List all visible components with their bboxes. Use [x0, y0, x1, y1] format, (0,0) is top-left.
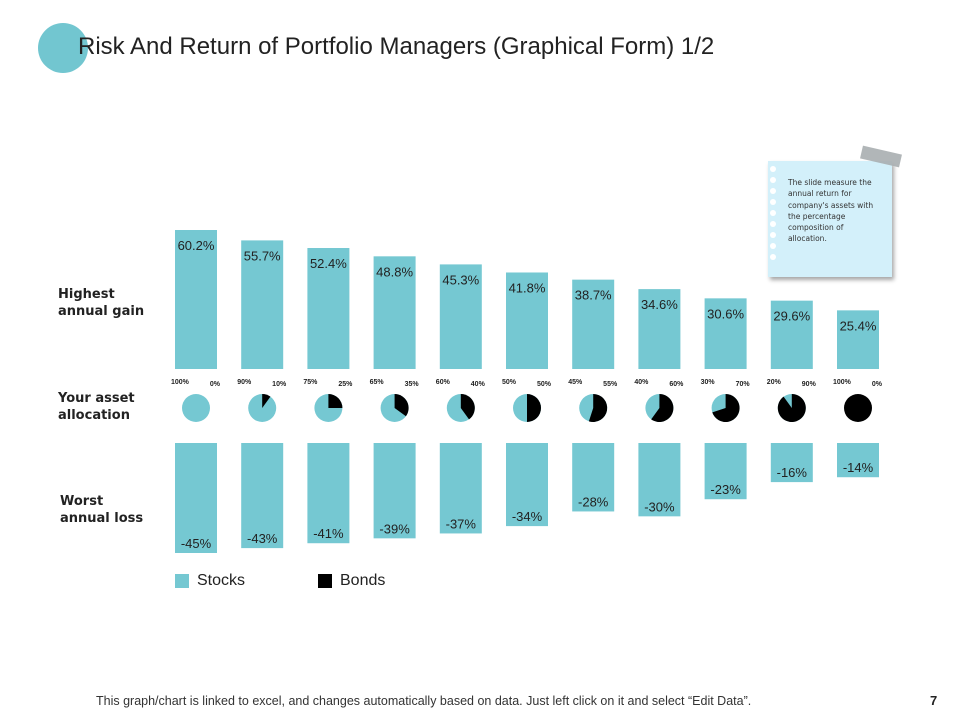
row-label-worst-loss: Worst annual loss [60, 494, 144, 526]
bonds-pct-label: 35% [405, 381, 420, 388]
allocation-pie-stocks [182, 394, 210, 422]
bonds-pct-label: 40% [471, 381, 486, 388]
stocks-pct-label: 90% [237, 379, 252, 386]
loss-label: -43% [247, 531, 278, 546]
gain-bar [638, 289, 681, 369]
allocation-pie-bonds [844, 394, 872, 422]
gain-bar [175, 230, 217, 369]
legend-bonds-swatch [318, 574, 332, 588]
loss-bar [572, 443, 615, 512]
legend-stocks[interactable]: Stocks [175, 572, 245, 590]
loss-bar [373, 443, 416, 539]
legend-bonds-label: Bonds [340, 572, 386, 589]
gain-label: 30.6% [707, 306, 744, 321]
page-number: 7 [930, 693, 938, 708]
gain-label: 41.8% [509, 280, 546, 295]
gain-label: 55.7% [244, 248, 281, 263]
bonds-pct-label: 25% [338, 381, 353, 388]
allocation-pie-bonds [712, 394, 740, 422]
note-text: The slide measure the annual return for … [788, 178, 874, 244]
stocks-pct-label: 100% [171, 379, 190, 386]
bonds-pct-label: 90% [802, 381, 817, 388]
gain-bar [572, 279, 615, 369]
stocks-pct-label: 50% [502, 379, 517, 386]
row-label-highest-gain: Highest annual gain [58, 287, 145, 319]
allocation-pie-bonds [527, 394, 541, 422]
loss-bar [241, 443, 284, 549]
legend-stocks-swatch [175, 574, 189, 588]
loss-bar [837, 443, 879, 478]
gain-bar [307, 248, 350, 369]
gain-label: 29.6% [773, 309, 810, 324]
loss-label: -45% [181, 536, 212, 551]
loss-bar [506, 443, 548, 527]
gain-label: 25.4% [840, 318, 877, 333]
gain-bar [373, 256, 416, 369]
allocation-pie-bonds [651, 394, 674, 422]
allocation-pie-bonds [262, 394, 271, 408]
gain-bar [837, 310, 879, 369]
loss-bar [770, 443, 813, 483]
allocation-pie-bonds [460, 394, 475, 420]
gain-label: 60.2% [178, 238, 215, 253]
loss-label: -28% [578, 494, 609, 509]
stocks-pct-label: 100% [833, 379, 852, 386]
stocks-pct-label: 30% [701, 379, 716, 386]
gain-label: 52.4% [310, 256, 347, 271]
stocks-pct-label: 65% [370, 379, 385, 386]
loss-label: -39% [379, 521, 410, 536]
row-label-asset-allocation: Your asset allocation [58, 391, 135, 423]
loss-bar [175, 443, 217, 553]
gain-bar [439, 264, 482, 369]
gain-label: 34.6% [641, 297, 678, 312]
bonds-pct-label: 55% [603, 381, 618, 388]
loss-label: -37% [446, 516, 477, 531]
gain-bar [770, 300, 813, 369]
loss-bar [307, 443, 350, 544]
stocks-pct-label: 45% [568, 379, 583, 386]
stocks-pct-label: 20% [767, 379, 782, 386]
bonds-pct-label: 0% [210, 381, 221, 388]
stocks-pct-label: 75% [303, 379, 318, 386]
note-holes [770, 166, 778, 265]
loss-bar [704, 443, 747, 500]
bonds-pct-label: 10% [272, 381, 287, 388]
slide-title: Risk And Return of Portfolio Managers (G… [78, 33, 715, 60]
allocation-pie-bonds [588, 394, 608, 422]
allocation-pie-bonds [394, 394, 409, 417]
loss-label: -34% [512, 509, 543, 524]
loss-label: -30% [644, 499, 675, 514]
decorative-circle [38, 23, 88, 73]
bonds-pct-label: 70% [736, 381, 751, 388]
legend-stocks-label: Stocks [197, 572, 246, 589]
allocation-pie-bonds [328, 394, 343, 408]
gain-bar [241, 240, 284, 369]
bonds-pct-label: 50% [537, 381, 552, 388]
sticky-note: The slide measure the annual return for … [768, 161, 892, 277]
bonds-pct-label: 0% [872, 381, 883, 388]
gain-label: 45.3% [442, 272, 479, 287]
loss-bar [439, 443, 482, 534]
legend-bonds[interactable]: Bonds [318, 572, 385, 590]
gain-bar [704, 298, 747, 369]
loss-label: -41% [313, 526, 344, 541]
stocks-pct-label: 40% [634, 379, 649, 386]
bonds-pct-label: 60% [669, 381, 684, 388]
footer-note: This graph/chart is linked to excel, and… [96, 694, 752, 708]
allocation-pie-bonds [777, 394, 806, 423]
stocks-pct-label: 60% [436, 379, 451, 386]
loss-label: -14% [843, 460, 874, 475]
gain-label: 38.7% [575, 288, 612, 303]
loss-bar [638, 443, 681, 517]
loss-label: -23% [710, 482, 741, 497]
gain-label: 48.8% [376, 264, 413, 279]
gain-bar [506, 272, 548, 369]
loss-label: -16% [777, 465, 808, 480]
